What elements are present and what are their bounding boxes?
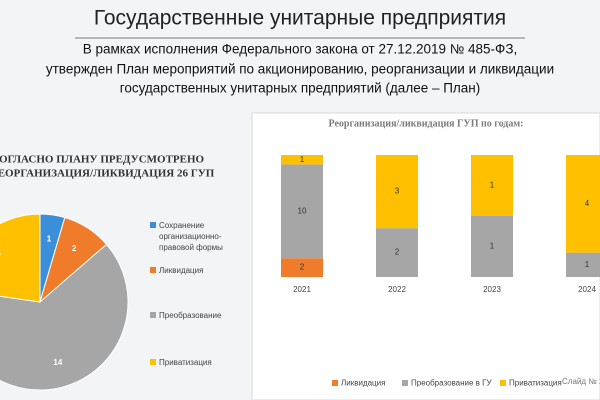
bar-label: 2 (300, 263, 305, 272)
bar-label: 1 (300, 155, 305, 164)
pie-title: СОГЛАСНО ПЛАНУ ПРЕДУСМОТРЕНО (0, 154, 205, 166)
legend-label: Ликвидация (159, 266, 204, 275)
legend-swatch (402, 380, 408, 386)
pie-slice (0, 213, 41, 303)
bar-segment (471, 216, 513, 277)
bar-segment (376, 155, 418, 229)
legend-item: Сохранение организационно-правовой формы (150, 220, 254, 253)
legend-label: Сохранение организационно-правовой формы (159, 221, 223, 252)
bar-segment (376, 228, 418, 277)
bar-segment (281, 155, 323, 165)
bar-label: 1 (490, 242, 495, 251)
bar-segment (281, 164, 323, 259)
legend-swatch (150, 359, 156, 365)
slide-title: Государственные унитарные предприятия (94, 7, 506, 30)
bar-label: 2 (395, 248, 400, 257)
pie-label: 5 (0, 249, 1, 258)
legend-swatch (500, 380, 506, 386)
pie-label: 1 (47, 234, 52, 243)
legend-swatch (150, 267, 156, 273)
legend-label: Ликвидация (341, 379, 385, 388)
subtitle: утвержден План мероприятий по акциониров… (46, 62, 554, 77)
bar-label: 1 (585, 260, 590, 269)
bar-title: Реорганизация/ликвидация ГУП по годам: (328, 118, 523, 129)
legend-label: Преобразование в ГУ (411, 379, 492, 388)
bar-label: 1 (490, 181, 495, 190)
footer: Слайд № 2 (562, 377, 600, 386)
legend-swatch (150, 312, 156, 318)
bar-segment (566, 252, 600, 277)
x-tick-label: 2024 (578, 285, 596, 294)
bar-segment (471, 155, 513, 216)
bar-label: 4 (585, 199, 590, 208)
subtitle: государственных унитарных предприятий (д… (120, 81, 481, 96)
legend-item: Преобразование (150, 310, 254, 321)
bar-segment (281, 258, 323, 277)
legend-swatch (150, 222, 156, 228)
legend-item: Ликвидация (150, 265, 254, 276)
pie-slice (0, 243, 129, 391)
bar-label: 10 (298, 206, 307, 215)
bar-label: 3 (395, 187, 400, 196)
x-tick-label: 2022 (388, 285, 406, 294)
legend-label: Приватизация (509, 379, 562, 388)
legend-item: Приватизация (150, 357, 254, 368)
legend-label: Преобразование (159, 311, 222, 320)
x-tick-label: 2021 (293, 285, 311, 294)
pie-title: РЕОРГАНИЗАЦИЯ/ЛИКВИДАЦИЯ 26 ГУП (0, 168, 215, 180)
legend-label: Приватизация (159, 358, 212, 367)
bar-segment (566, 155, 600, 253)
x-tick-label: 2023 (483, 285, 501, 294)
legend-swatch (332, 380, 338, 386)
pie-label: 2 (72, 244, 77, 253)
subtitle: В рамках исполнения Федерального закона … (83, 42, 517, 57)
pie-label: 14 (53, 358, 62, 367)
